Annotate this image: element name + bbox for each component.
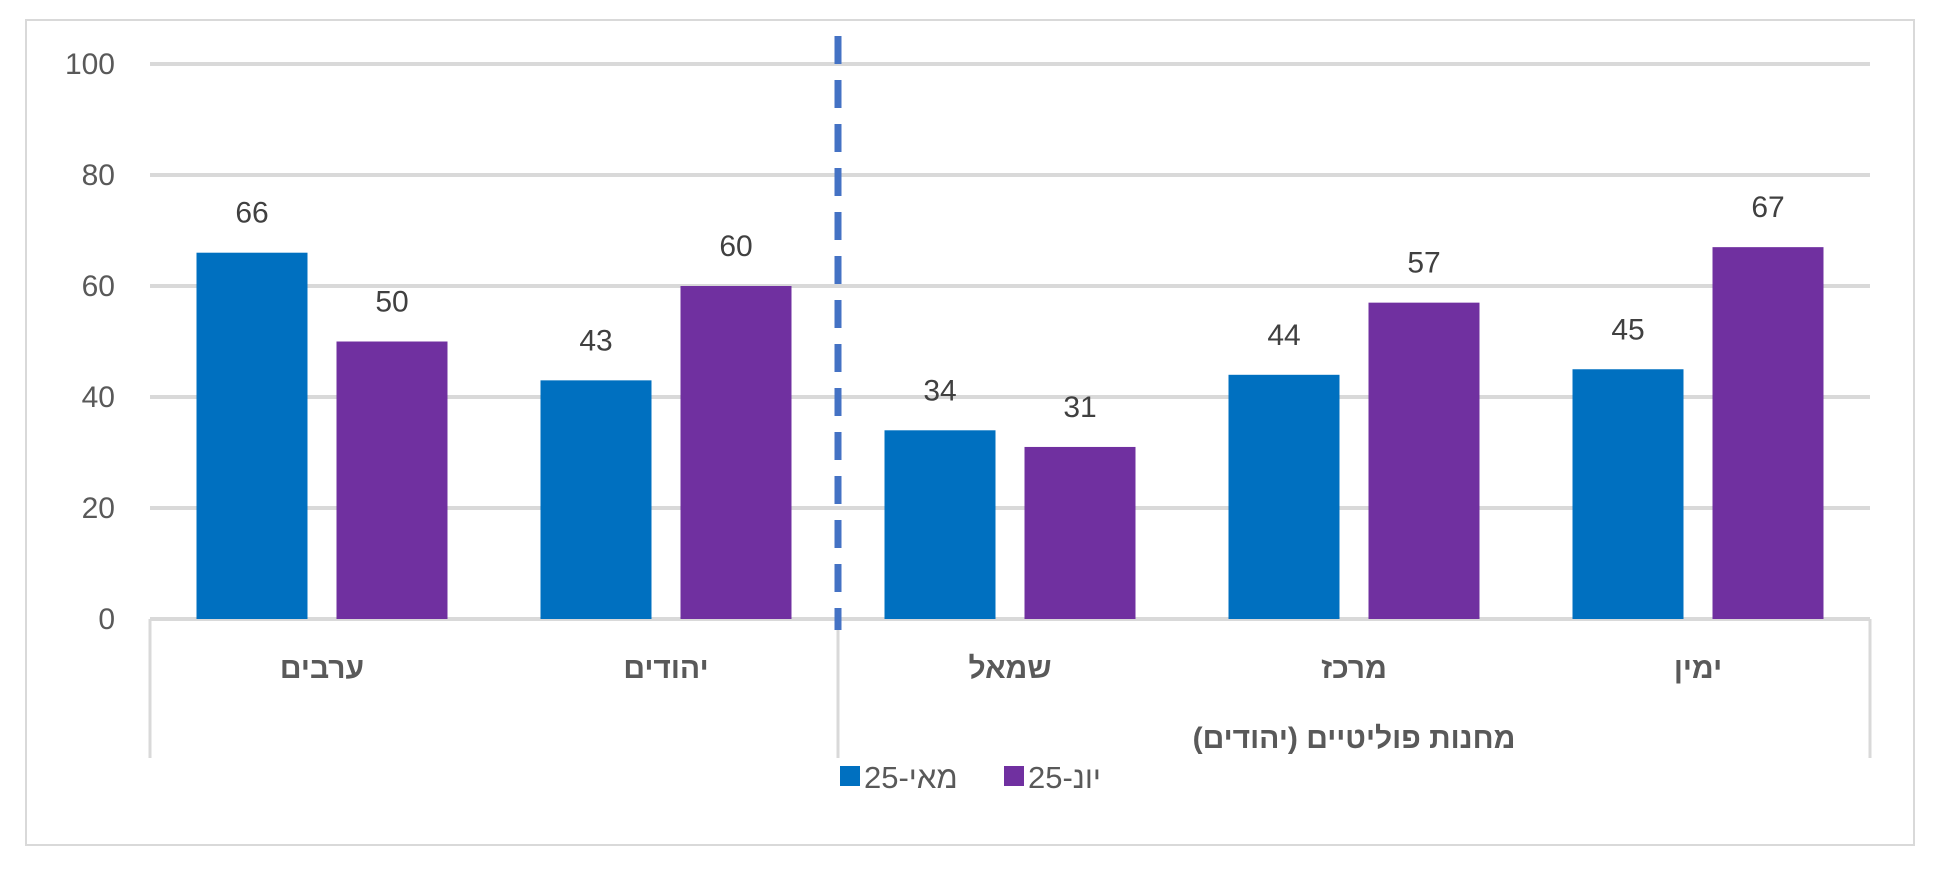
bar-jun-0 [336, 341, 448, 619]
category-label: שמאל [969, 652, 1052, 685]
legend-swatch [840, 766, 860, 786]
data-label: 31 [1063, 391, 1096, 424]
legend-swatch [1004, 766, 1024, 786]
y-tick-label: 80 [82, 159, 115, 192]
data-label: 60 [719, 230, 752, 263]
data-label: 43 [579, 324, 612, 357]
data-label: 34 [923, 374, 956, 407]
data-label: 45 [1611, 313, 1644, 346]
data-label: 67 [1751, 191, 1784, 224]
category-label: ערבים [280, 652, 364, 685]
bar-may-3 [1228, 374, 1340, 619]
y-tick-label: 60 [82, 270, 115, 303]
bar-may-2 [884, 430, 996, 619]
y-tick-label: 20 [82, 492, 115, 525]
bar-may-0 [196, 252, 308, 619]
bar-jun-3 [1368, 302, 1480, 619]
bar-may-1 [540, 380, 652, 619]
y-tick-label: 40 [82, 381, 115, 414]
category-label: מרכז [1321, 652, 1387, 685]
group-label: מחנות פוליטיים (יהודים) [1193, 722, 1516, 755]
y-tick-label: 100 [65, 48, 115, 81]
bar-jun-1 [680, 286, 792, 619]
category-label: יהודים [623, 652, 708, 685]
bar-jun-4 [1712, 247, 1824, 619]
bar-may-4 [1572, 369, 1684, 619]
data-label: 66 [235, 197, 268, 230]
data-label: 44 [1267, 319, 1300, 352]
data-label: 50 [375, 286, 408, 319]
y-tick-label: 0 [98, 603, 115, 636]
legend-label: מאי-25 [864, 760, 958, 795]
bar-jun-2 [1024, 446, 1136, 619]
data-label: 57 [1407, 247, 1440, 280]
legend-label: יונ-25 [1028, 760, 1101, 795]
category-label: ימין [1674, 652, 1722, 685]
